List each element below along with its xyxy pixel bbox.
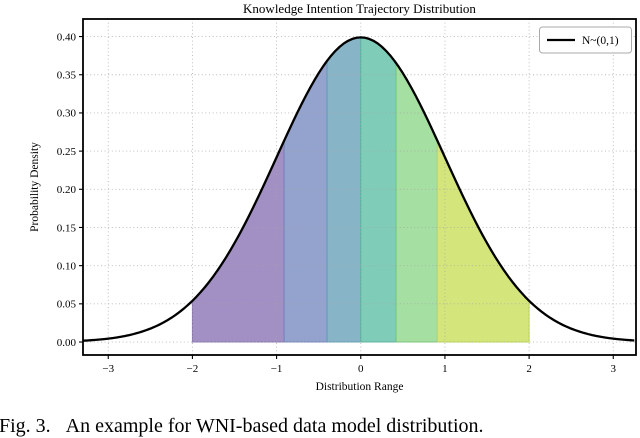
y-tick-label: 0.40	[57, 31, 77, 43]
x-tick-label: −1	[271, 363, 283, 375]
x-tick-label: 2	[526, 363, 532, 375]
chart-title: Knowledge Intention Trajectory Distribut…	[243, 1, 476, 16]
legend-box	[539, 26, 632, 54]
y-tick-label: 0.15	[57, 222, 77, 234]
y-tick-label: 0.35	[57, 70, 77, 82]
y-axis-label: Probability Density	[29, 142, 41, 232]
x-tick-label: 0	[358, 363, 364, 375]
legend-label: N~(0,1)	[582, 35, 619, 47]
normal-curve	[82, 36, 635, 342]
x-tick-label: 1	[442, 363, 448, 375]
x-axis-label: Distribution Range	[316, 381, 404, 393]
y-tick-label: 0.05	[57, 299, 77, 311]
x-tick-label: −2	[187, 363, 199, 375]
y-tick-label: 0.30	[57, 108, 77, 120]
y-tick-label: 0.25	[57, 146, 77, 158]
distribution-band	[283, 59, 328, 343]
y-tick-label: 0.00	[57, 337, 77, 349]
figure-caption: Fig. 3. An example for WNI-based data mo…	[0, 415, 484, 437]
chart-svg: −3 −2 −1 0 1 2 3 0.00 0.05 0.10 0.15 0.20 0.25 0.30 0.…	[29, 1, 637, 393]
y-tick-label: 0.20	[57, 184, 77, 196]
y-tick-label: 0.10	[57, 260, 77, 272]
x-tick-label: −3	[102, 363, 114, 375]
distribution-band	[395, 61, 438, 343]
legend: N~(0,1)	[539, 26, 632, 54]
x-tick-label: 3	[611, 363, 617, 375]
plot-border	[82, 18, 637, 356]
